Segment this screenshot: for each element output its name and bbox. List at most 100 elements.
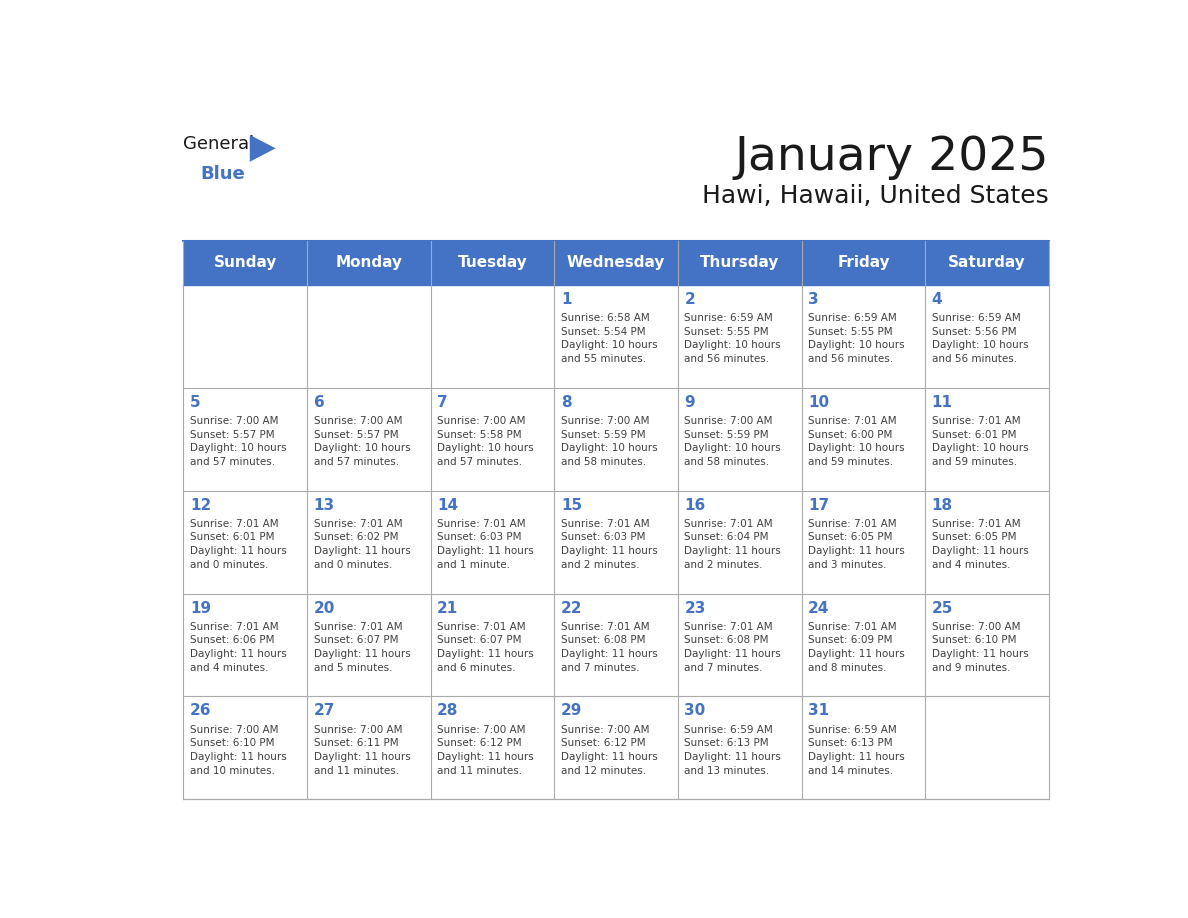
Text: 14: 14 bbox=[437, 498, 459, 512]
Text: Sunrise: 7:01 AM
Sunset: 6:02 PM
Daylight: 11 hours
and 0 minutes.: Sunrise: 7:01 AM Sunset: 6:02 PM Dayligh… bbox=[314, 519, 410, 570]
Text: 19: 19 bbox=[190, 600, 211, 616]
Bar bbox=[802, 285, 925, 387]
Bar bbox=[431, 285, 555, 387]
Text: Sunrise: 7:01 AM
Sunset: 6:06 PM
Daylight: 11 hours
and 4 minutes.: Sunrise: 7:01 AM Sunset: 6:06 PM Dayligh… bbox=[190, 621, 286, 673]
Bar bbox=[678, 594, 802, 697]
Text: Sunrise: 7:01 AM
Sunset: 6:09 PM
Daylight: 11 hours
and 8 minutes.: Sunrise: 7:01 AM Sunset: 6:09 PM Dayligh… bbox=[808, 621, 905, 673]
Text: Sunrise: 7:00 AM
Sunset: 5:59 PM
Daylight: 10 hours
and 58 minutes.: Sunrise: 7:00 AM Sunset: 5:59 PM Dayligh… bbox=[561, 416, 657, 466]
Bar bbox=[802, 697, 925, 800]
Text: Friday: Friday bbox=[838, 255, 890, 270]
Text: 28: 28 bbox=[437, 703, 459, 719]
Bar bbox=[555, 387, 678, 490]
Text: 29: 29 bbox=[561, 703, 582, 719]
Bar bbox=[308, 594, 431, 697]
Text: Sunrise: 7:01 AM
Sunset: 6:01 PM
Daylight: 11 hours
and 0 minutes.: Sunrise: 7:01 AM Sunset: 6:01 PM Dayligh… bbox=[190, 519, 286, 570]
Text: Sunrise: 7:01 AM
Sunset: 6:08 PM
Daylight: 11 hours
and 7 minutes.: Sunrise: 7:01 AM Sunset: 6:08 PM Dayligh… bbox=[561, 621, 658, 673]
Bar bbox=[183, 697, 308, 800]
Bar bbox=[183, 387, 308, 490]
Text: 1: 1 bbox=[561, 292, 571, 307]
Bar bbox=[183, 241, 308, 285]
Text: Sunrise: 7:00 AM
Sunset: 6:12 PM
Daylight: 11 hours
and 11 minutes.: Sunrise: 7:00 AM Sunset: 6:12 PM Dayligh… bbox=[437, 724, 533, 776]
Text: Sunrise: 6:58 AM
Sunset: 5:54 PM
Daylight: 10 hours
and 55 minutes.: Sunrise: 6:58 AM Sunset: 5:54 PM Dayligh… bbox=[561, 313, 657, 364]
Text: Thursday: Thursday bbox=[700, 255, 779, 270]
Text: 30: 30 bbox=[684, 703, 706, 719]
Bar bbox=[555, 594, 678, 697]
Bar bbox=[678, 387, 802, 490]
Bar bbox=[431, 490, 555, 594]
Bar bbox=[802, 387, 925, 490]
Text: 11: 11 bbox=[931, 395, 953, 409]
Bar bbox=[925, 387, 1049, 490]
Text: Sunrise: 7:01 AM
Sunset: 6:05 PM
Daylight: 11 hours
and 3 minutes.: Sunrise: 7:01 AM Sunset: 6:05 PM Dayligh… bbox=[808, 519, 905, 570]
Bar bbox=[431, 387, 555, 490]
Text: 20: 20 bbox=[314, 600, 335, 616]
Bar bbox=[183, 490, 308, 594]
Bar bbox=[802, 594, 925, 697]
Text: Sunrise: 7:01 AM
Sunset: 6:07 PM
Daylight: 11 hours
and 5 minutes.: Sunrise: 7:01 AM Sunset: 6:07 PM Dayligh… bbox=[314, 621, 410, 673]
Text: Wednesday: Wednesday bbox=[567, 255, 665, 270]
Text: Sunrise: 7:01 AM
Sunset: 6:08 PM
Daylight: 11 hours
and 7 minutes.: Sunrise: 7:01 AM Sunset: 6:08 PM Dayligh… bbox=[684, 621, 782, 673]
Bar bbox=[802, 241, 925, 285]
Text: Hawi, Hawaii, United States: Hawi, Hawaii, United States bbox=[702, 185, 1049, 208]
Text: Sunrise: 7:00 AM
Sunset: 6:12 PM
Daylight: 11 hours
and 12 minutes.: Sunrise: 7:00 AM Sunset: 6:12 PM Dayligh… bbox=[561, 724, 658, 776]
Text: Sunrise: 6:59 AM
Sunset: 5:55 PM
Daylight: 10 hours
and 56 minutes.: Sunrise: 6:59 AM Sunset: 5:55 PM Dayligh… bbox=[684, 313, 781, 364]
Text: Sunrise: 6:59 AM
Sunset: 5:56 PM
Daylight: 10 hours
and 56 minutes.: Sunrise: 6:59 AM Sunset: 5:56 PM Dayligh… bbox=[931, 313, 1029, 364]
Text: Sunrise: 7:00 AM
Sunset: 5:57 PM
Daylight: 10 hours
and 57 minutes.: Sunrise: 7:00 AM Sunset: 5:57 PM Dayligh… bbox=[190, 416, 286, 466]
Text: Sunrise: 7:01 AM
Sunset: 6:07 PM
Daylight: 11 hours
and 6 minutes.: Sunrise: 7:01 AM Sunset: 6:07 PM Dayligh… bbox=[437, 621, 533, 673]
Text: Sunrise: 6:59 AM
Sunset: 6:13 PM
Daylight: 11 hours
and 14 minutes.: Sunrise: 6:59 AM Sunset: 6:13 PM Dayligh… bbox=[808, 724, 905, 776]
Bar bbox=[308, 241, 431, 285]
Text: 5: 5 bbox=[190, 395, 201, 409]
Bar bbox=[183, 594, 308, 697]
Bar bbox=[802, 490, 925, 594]
Text: 13: 13 bbox=[314, 498, 335, 512]
Bar bbox=[308, 697, 431, 800]
Bar bbox=[678, 490, 802, 594]
Text: Sunrise: 7:00 AM
Sunset: 5:58 PM
Daylight: 10 hours
and 57 minutes.: Sunrise: 7:00 AM Sunset: 5:58 PM Dayligh… bbox=[437, 416, 533, 466]
Text: Sunrise: 6:59 AM
Sunset: 6:13 PM
Daylight: 11 hours
and 13 minutes.: Sunrise: 6:59 AM Sunset: 6:13 PM Dayligh… bbox=[684, 724, 782, 776]
Text: 31: 31 bbox=[808, 703, 829, 719]
Text: 24: 24 bbox=[808, 600, 829, 616]
Bar bbox=[678, 241, 802, 285]
Bar bbox=[308, 490, 431, 594]
Text: Sunrise: 7:01 AM
Sunset: 6:03 PM
Daylight: 11 hours
and 2 minutes.: Sunrise: 7:01 AM Sunset: 6:03 PM Dayligh… bbox=[561, 519, 658, 570]
Bar bbox=[183, 285, 308, 387]
Text: 2: 2 bbox=[684, 292, 695, 307]
Bar bbox=[431, 697, 555, 800]
Text: 21: 21 bbox=[437, 600, 459, 616]
Bar bbox=[555, 285, 678, 387]
Text: 23: 23 bbox=[684, 600, 706, 616]
Text: Sunrise: 7:00 AM
Sunset: 5:57 PM
Daylight: 10 hours
and 57 minutes.: Sunrise: 7:00 AM Sunset: 5:57 PM Dayligh… bbox=[314, 416, 410, 466]
Text: Tuesday: Tuesday bbox=[457, 255, 527, 270]
Text: General: General bbox=[183, 135, 254, 153]
Text: 26: 26 bbox=[190, 703, 211, 719]
Text: Sunrise: 7:00 AM
Sunset: 5:59 PM
Daylight: 10 hours
and 58 minutes.: Sunrise: 7:00 AM Sunset: 5:59 PM Dayligh… bbox=[684, 416, 781, 466]
Bar bbox=[555, 490, 678, 594]
Text: January 2025: January 2025 bbox=[734, 135, 1049, 180]
Text: 25: 25 bbox=[931, 600, 953, 616]
Text: Sunrise: 6:59 AM
Sunset: 5:55 PM
Daylight: 10 hours
and 56 minutes.: Sunrise: 6:59 AM Sunset: 5:55 PM Dayligh… bbox=[808, 313, 905, 364]
Text: 12: 12 bbox=[190, 498, 211, 512]
Text: Sunrise: 7:00 AM
Sunset: 6:10 PM
Daylight: 11 hours
and 9 minutes.: Sunrise: 7:00 AM Sunset: 6:10 PM Dayligh… bbox=[931, 621, 1029, 673]
Text: 6: 6 bbox=[314, 395, 324, 409]
Polygon shape bbox=[249, 135, 276, 162]
Bar bbox=[678, 285, 802, 387]
Text: 22: 22 bbox=[561, 600, 582, 616]
Bar bbox=[431, 241, 555, 285]
Text: Monday: Monday bbox=[335, 255, 403, 270]
Bar bbox=[925, 594, 1049, 697]
Text: Saturday: Saturday bbox=[948, 255, 1026, 270]
Text: Sunrise: 7:01 AM
Sunset: 6:05 PM
Daylight: 11 hours
and 4 minutes.: Sunrise: 7:01 AM Sunset: 6:05 PM Dayligh… bbox=[931, 519, 1029, 570]
Bar bbox=[925, 241, 1049, 285]
Text: 4: 4 bbox=[931, 292, 942, 307]
Text: 27: 27 bbox=[314, 703, 335, 719]
Bar bbox=[308, 387, 431, 490]
Bar bbox=[308, 285, 431, 387]
Bar bbox=[925, 490, 1049, 594]
Text: 16: 16 bbox=[684, 498, 706, 512]
Bar bbox=[555, 241, 678, 285]
Text: 9: 9 bbox=[684, 395, 695, 409]
Text: 18: 18 bbox=[931, 498, 953, 512]
Text: 3: 3 bbox=[808, 292, 819, 307]
Text: Blue: Blue bbox=[200, 165, 245, 184]
Bar bbox=[925, 285, 1049, 387]
